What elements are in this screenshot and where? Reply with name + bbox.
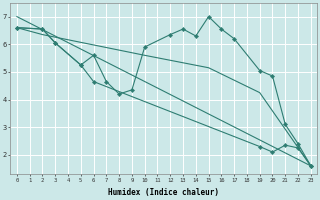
X-axis label: Humidex (Indice chaleur): Humidex (Indice chaleur): [108, 188, 220, 197]
